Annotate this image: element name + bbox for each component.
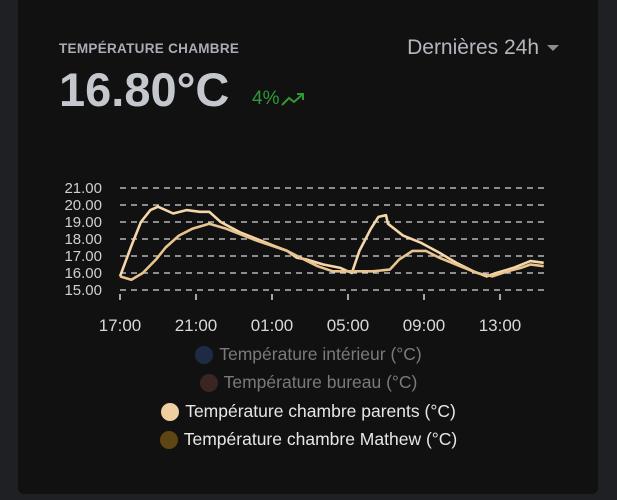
y-tick-label: 19.00: [64, 214, 102, 231]
legend-item[interactable]: Température chambre parents (°C): [0, 401, 617, 422]
series-line: [119, 222, 544, 282]
y-tick-label: 16.00: [64, 265, 102, 282]
legend-label: Température chambre Mathew (°C): [183, 429, 458, 449]
trending-up-icon: [281, 93, 305, 106]
legend-dot-icon: [161, 402, 180, 421]
y-tick-label: 15.00: [64, 282, 102, 299]
legend-label: Température intérieur (°C): [219, 344, 422, 364]
card: [18, 0, 598, 494]
legend-item[interactable]: Température intérieur (°C): [0, 344, 617, 365]
y-tick-label: 17.00: [64, 248, 102, 265]
range-dropdown[interactable]: Dernières 24h: [407, 36, 559, 60]
x-tick-label: 01:00: [251, 316, 294, 335]
legend-item[interactable]: Température chambre Mathew (°C): [0, 429, 617, 450]
current-value: 16.80°C: [59, 63, 230, 116]
series-line: [118, 205, 544, 278]
caret-down-icon: [547, 45, 559, 51]
x-tick-label: 05:00: [327, 316, 370, 335]
legend-dot-icon: [195, 345, 214, 364]
legend-dot-icon: [199, 373, 218, 392]
legend-dot-icon: [159, 430, 178, 449]
legend-label: Température chambre parents (°C): [185, 401, 456, 421]
change-indicator: 4%: [252, 88, 307, 110]
range-label: Dernières 24h: [407, 36, 539, 59]
y-tick-label: 20.00: [64, 197, 102, 214]
x-tick-label: 17:00: [99, 316, 142, 335]
y-tick-label: 21.00: [64, 180, 102, 197]
legend-item[interactable]: Température bureau (°C): [0, 372, 617, 393]
y-tick-label: 18.00: [64, 231, 102, 248]
card-title: TEMPÉRATURE CHAMBRE: [59, 41, 240, 56]
x-tick-label: 09:00: [403, 316, 446, 335]
x-tick-label: 21:00: [175, 316, 218, 335]
legend-label: Température bureau (°C): [223, 372, 418, 392]
change-value: 4%: [252, 88, 280, 109]
x-tick-label: 13:00: [479, 316, 522, 335]
